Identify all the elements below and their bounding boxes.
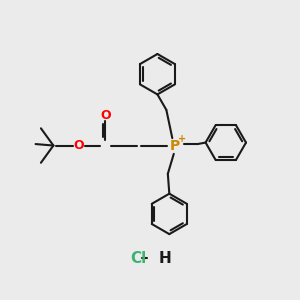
Text: Cl: Cl [130, 251, 146, 266]
Text: O: O [74, 139, 84, 152]
Text: +: + [178, 134, 186, 144]
Text: P: P [170, 139, 180, 152]
Text: H: H [158, 251, 171, 266]
Text: O: O [100, 109, 111, 122]
